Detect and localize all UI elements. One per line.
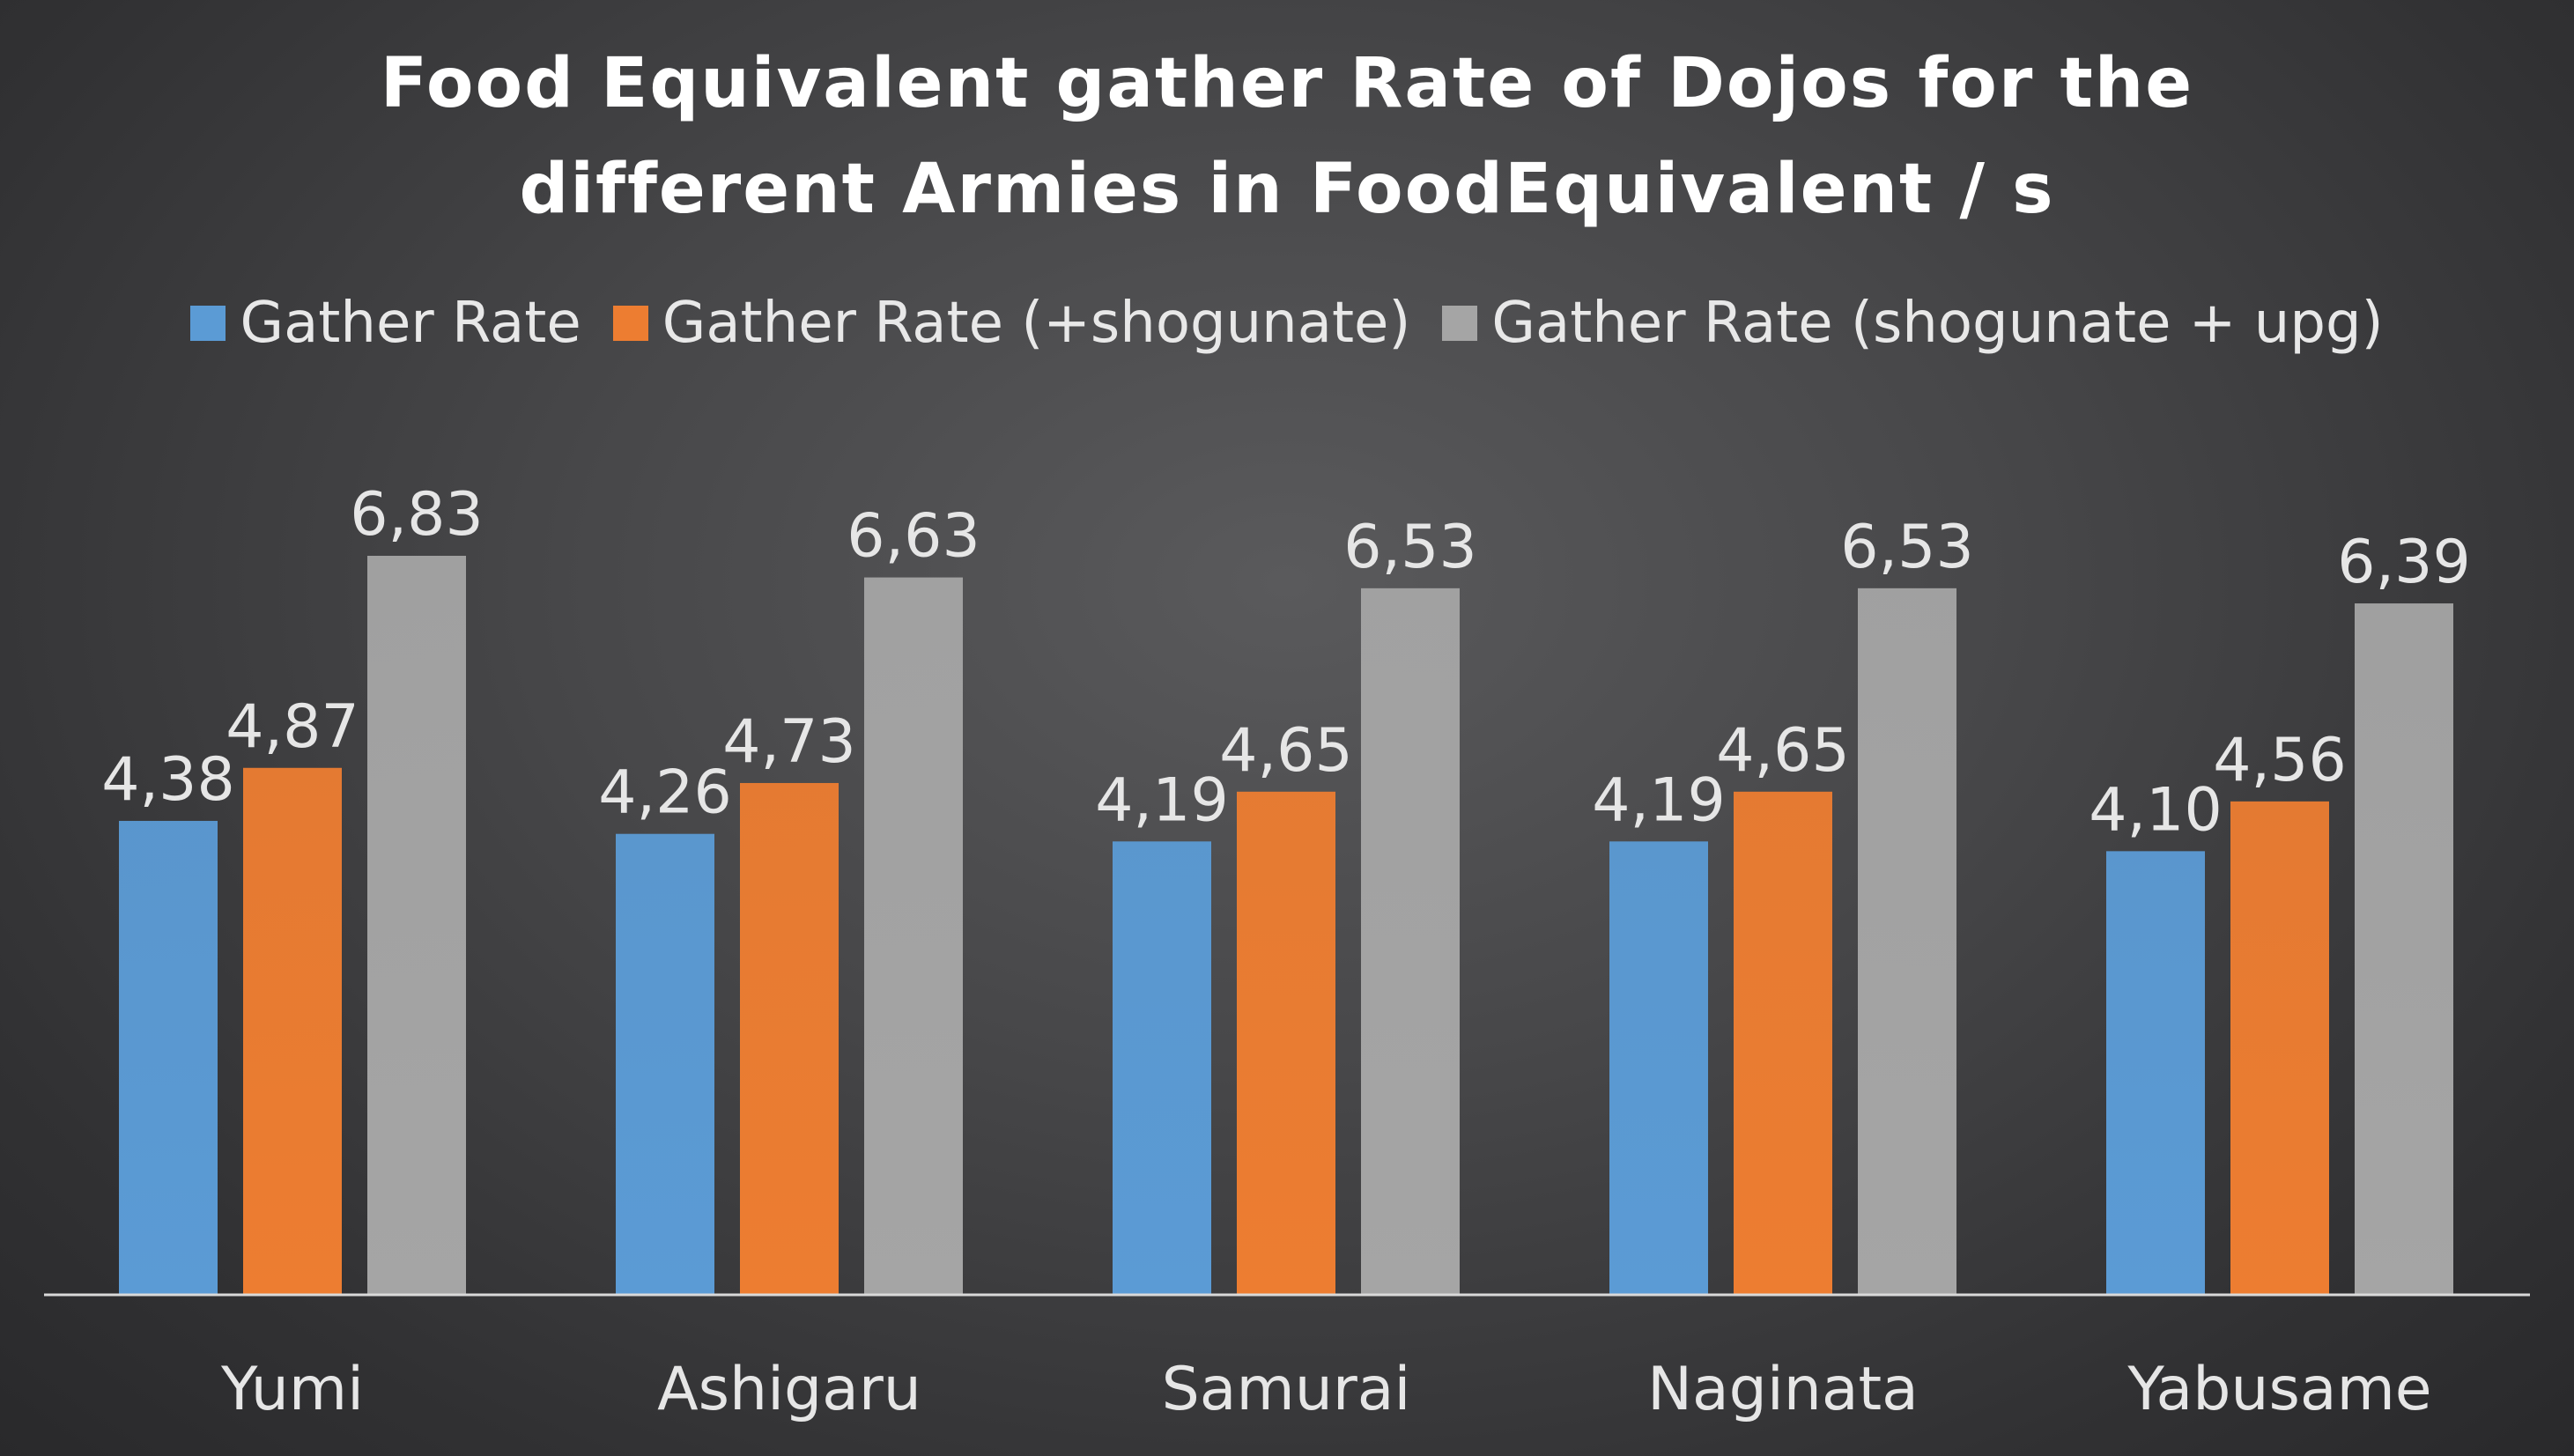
data-label-ashigaru-gather-rate: 4,26 xyxy=(598,758,731,828)
data-label-yumi-gather-rate-shogunate: 4,87 xyxy=(226,692,359,762)
data-label-naginata-gather-rate-shogunate-upg: 6,53 xyxy=(1840,513,1973,582)
data-label-naginata-gather-rate-shogunate: 4,65 xyxy=(1716,716,1849,786)
data-label-ashigaru-gather-rate-shogunate-upg: 6,63 xyxy=(847,502,980,572)
legend-swatch-gather-rate xyxy=(190,306,226,341)
data-label-samurai-gather-rate-shogunate-upg: 6,53 xyxy=(1343,513,1476,582)
bar-samurai-gather-rate-shogunate xyxy=(1237,791,1335,1295)
data-label-ashigaru-gather-rate-shogunate: 4,73 xyxy=(722,707,855,777)
data-label-yabusame-gather-rate-shogunate: 4,56 xyxy=(2213,726,2346,795)
data-label-yumi-gather-rate: 4,38 xyxy=(101,745,234,815)
legend-item-gather-rate-shogunate: Gather Rate (+shogunate) xyxy=(612,291,1411,356)
bar-yumi-gather-rate-shogunate-upg xyxy=(367,556,466,1295)
category-label-yabusame: Yabusame xyxy=(2127,1355,2431,1424)
bar-yabusame-gather-rate xyxy=(2106,851,2205,1295)
chart-title-line-1: Food Equivalent gather Rate of Dojos for… xyxy=(380,44,2194,123)
bar-yumi-gather-rate xyxy=(119,820,218,1295)
legend-item-gather-rate: Gather Rate xyxy=(190,291,581,356)
bar-naginata-gather-rate xyxy=(1609,841,1708,1295)
category-label-yumi: Yumi xyxy=(220,1355,364,1424)
bar-naginata-gather-rate-shogunate xyxy=(1734,791,1832,1295)
bar-naginata-gather-rate-shogunate-upg xyxy=(1858,588,1956,1295)
legend-swatch-gather-rate-shogunate-upg xyxy=(1442,306,1478,341)
bar-samurai-gather-rate xyxy=(1113,841,1211,1295)
data-label-samurai-gather-rate: 4,19 xyxy=(1095,765,1228,835)
bar-ashigaru-gather-rate xyxy=(616,833,714,1295)
data-label-yabusame-gather-rate: 4,10 xyxy=(2089,775,2222,845)
legend-swatch-gather-rate-shogunate xyxy=(612,306,648,341)
data-label-naginata-gather-rate: 4,19 xyxy=(1592,765,1725,835)
data-label-samurai-gather-rate-shogunate: 4,65 xyxy=(1219,716,1352,786)
category-label-samurai: Samurai xyxy=(1162,1355,1411,1424)
bar-yumi-gather-rate-shogunate xyxy=(243,767,342,1295)
legend-label-gather-rate: Gather Rate xyxy=(240,291,581,356)
bar-yabusame-gather-rate-shogunate-upg xyxy=(2355,603,2453,1295)
bar-ashigaru-gather-rate-shogunate-upg xyxy=(864,577,963,1295)
legend-label-gather-rate-shogunate-upg: Gather Rate (shogunate + upg) xyxy=(1491,291,2384,356)
bar-yabusame-gather-rate-shogunate xyxy=(2230,801,2329,1295)
bar-samurai-gather-rate-shogunate-upg xyxy=(1361,588,1460,1295)
chart-title-line-2: different Armies in FoodEquivalent / s xyxy=(519,150,2055,229)
category-label-naginata: Naginata xyxy=(1647,1355,1919,1424)
chart-legend: Gather Rate Gather Rate (+shogunate) Gat… xyxy=(0,291,2574,356)
legend-label-gather-rate-shogunate: Gather Rate (+shogunate) xyxy=(662,291,1411,356)
legend-item-gather-rate-shogunate-upg: Gather Rate (shogunate + upg) xyxy=(1442,291,2384,356)
data-label-yabusame-gather-rate-shogunate-upg: 6,39 xyxy=(2337,528,2470,597)
category-label-ashigaru: Ashigaru xyxy=(657,1355,921,1424)
data-label-yumi-gather-rate-shogunate-upg: 6,83 xyxy=(350,480,483,550)
bar-ashigaru-gather-rate-shogunate xyxy=(740,782,839,1295)
